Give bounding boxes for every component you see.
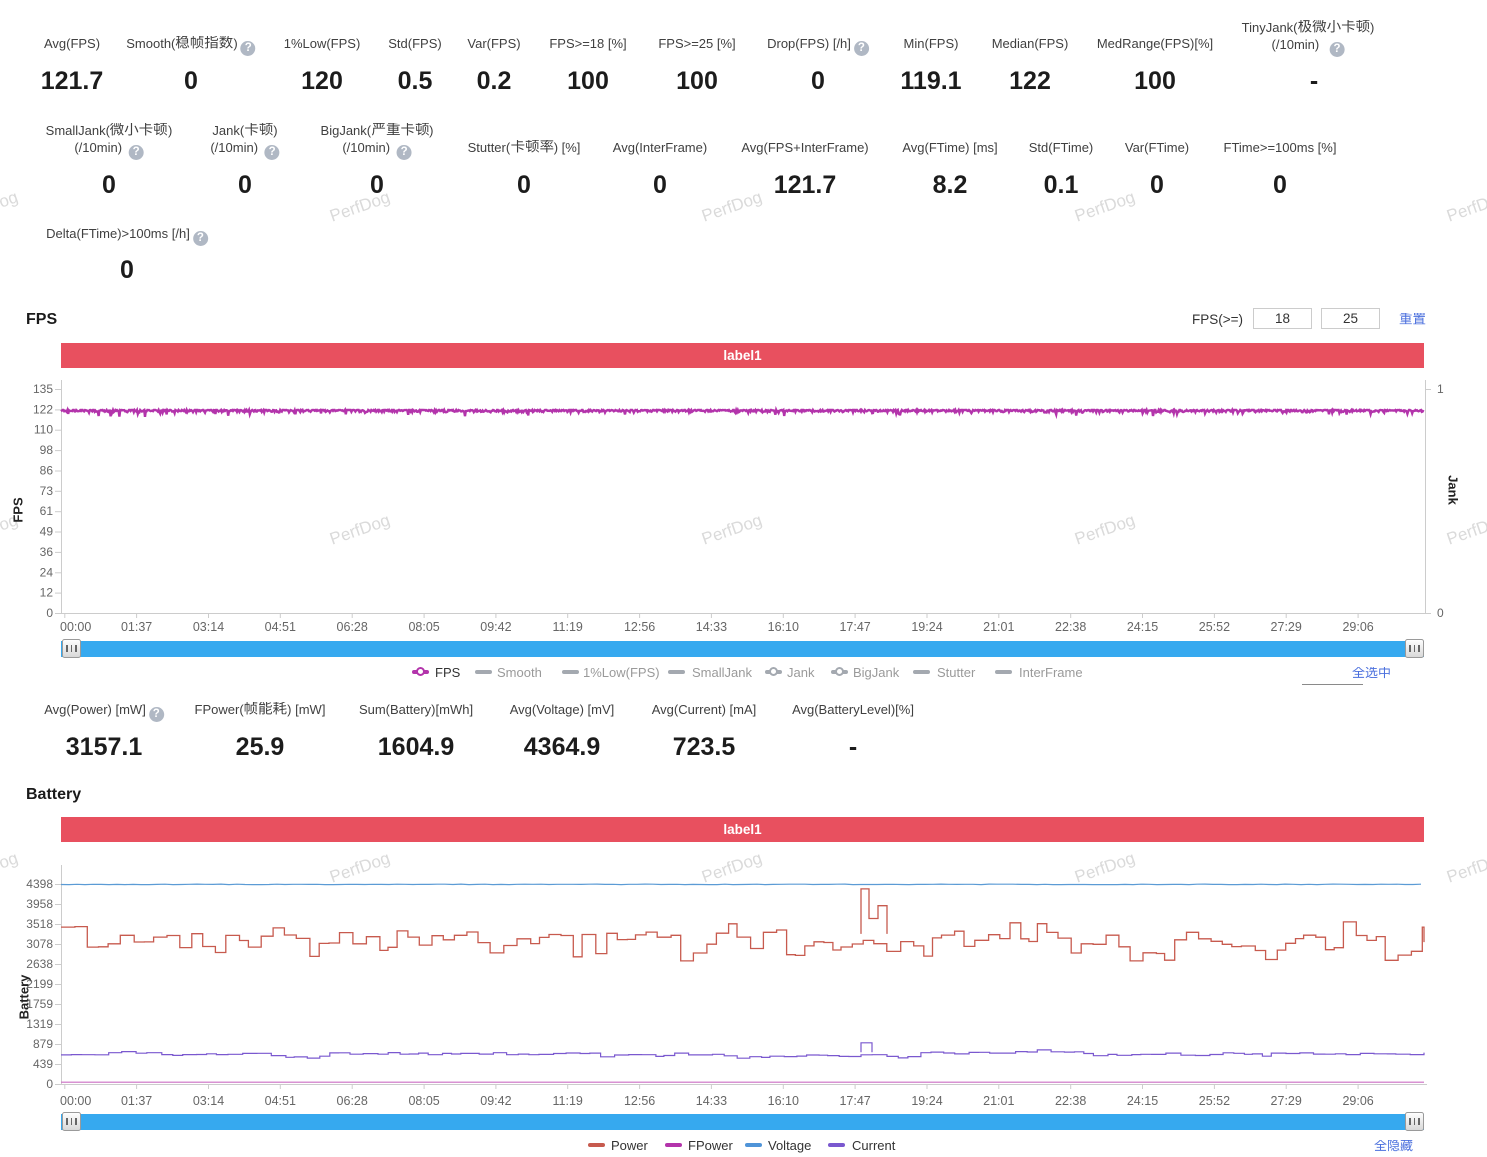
- svg-text:439: 439: [33, 1057, 53, 1071]
- svg-text:2638: 2638: [26, 957, 53, 971]
- svg-text:04:51: 04:51: [265, 1094, 296, 1108]
- svg-text:17:47: 17:47: [839, 1094, 870, 1108]
- svg-text:122: 122: [33, 402, 53, 416]
- svg-text:08:05: 08:05: [408, 1094, 439, 1108]
- svg-text:01:37: 01:37: [121, 1094, 152, 1108]
- svg-text:73: 73: [40, 484, 54, 498]
- svg-text:135: 135: [33, 382, 53, 396]
- svg-text:06:28: 06:28: [337, 620, 368, 634]
- svg-text:17:47: 17:47: [839, 620, 870, 634]
- svg-text:24: 24: [40, 565, 54, 579]
- svg-text:110: 110: [34, 423, 53, 437]
- svg-text:25:52: 25:52: [1199, 620, 1230, 634]
- svg-text:86: 86: [40, 464, 54, 478]
- svg-text:01:37: 01:37: [121, 620, 152, 634]
- svg-text:21:01: 21:01: [983, 1094, 1014, 1108]
- svg-text:09:42: 09:42: [480, 1094, 511, 1108]
- svg-text:06:28: 06:28: [337, 1094, 368, 1108]
- svg-text:09:42: 09:42: [480, 620, 511, 634]
- svg-text:61: 61: [40, 504, 54, 518]
- svg-text:03:14: 03:14: [193, 620, 224, 634]
- svg-text:19:24: 19:24: [911, 1094, 942, 1108]
- svg-text:0: 0: [46, 1077, 53, 1091]
- svg-text:27:29: 27:29: [1271, 1094, 1302, 1108]
- svg-text:3518: 3518: [26, 917, 53, 931]
- svg-text:1319: 1319: [26, 1017, 53, 1031]
- svg-text:22:38: 22:38: [1055, 620, 1086, 634]
- svg-text:00:00: 00:00: [60, 620, 91, 634]
- svg-text:29:06: 29:06: [1342, 1094, 1373, 1108]
- svg-text:879: 879: [33, 1037, 53, 1051]
- svg-text:16:10: 16:10: [768, 1094, 799, 1108]
- svg-text:22:38: 22:38: [1055, 1094, 1086, 1108]
- svg-text:04:51: 04:51: [265, 620, 296, 634]
- svg-text:14:33: 14:33: [696, 1094, 727, 1108]
- svg-text:16:10: 16:10: [768, 620, 799, 634]
- svg-text:12:56: 12:56: [624, 1094, 655, 1108]
- svg-text:25:52: 25:52: [1199, 1094, 1230, 1108]
- svg-text:12:56: 12:56: [624, 620, 655, 634]
- svg-text:24:15: 24:15: [1127, 620, 1158, 634]
- svg-text:21:01: 21:01: [983, 620, 1014, 634]
- svg-text:3078: 3078: [26, 937, 53, 951]
- svg-text:1: 1: [1437, 382, 1444, 396]
- svg-text:11:19: 11:19: [553, 1094, 583, 1108]
- svg-text:27:29: 27:29: [1271, 620, 1302, 634]
- svg-text:08:05: 08:05: [408, 620, 439, 634]
- svg-text:2199: 2199: [26, 977, 53, 991]
- svg-text:14:33: 14:33: [696, 620, 727, 634]
- svg-text:00:00: 00:00: [60, 1094, 91, 1108]
- svg-text:3958: 3958: [26, 897, 53, 911]
- svg-text:29:06: 29:06: [1342, 620, 1373, 634]
- svg-text:36: 36: [40, 545, 54, 559]
- svg-text:4398: 4398: [26, 877, 53, 891]
- svg-text:0: 0: [1437, 606, 1444, 620]
- svg-text:1759: 1759: [26, 997, 53, 1011]
- svg-text:98: 98: [40, 443, 54, 457]
- svg-text:11:19: 11:19: [553, 620, 583, 634]
- svg-text:03:14: 03:14: [193, 1094, 224, 1108]
- svg-text:0: 0: [46, 606, 53, 620]
- svg-text:24:15: 24:15: [1127, 1094, 1158, 1108]
- svg-text:49: 49: [40, 525, 54, 539]
- svg-text:12: 12: [40, 586, 54, 600]
- svg-text:19:24: 19:24: [911, 620, 942, 634]
